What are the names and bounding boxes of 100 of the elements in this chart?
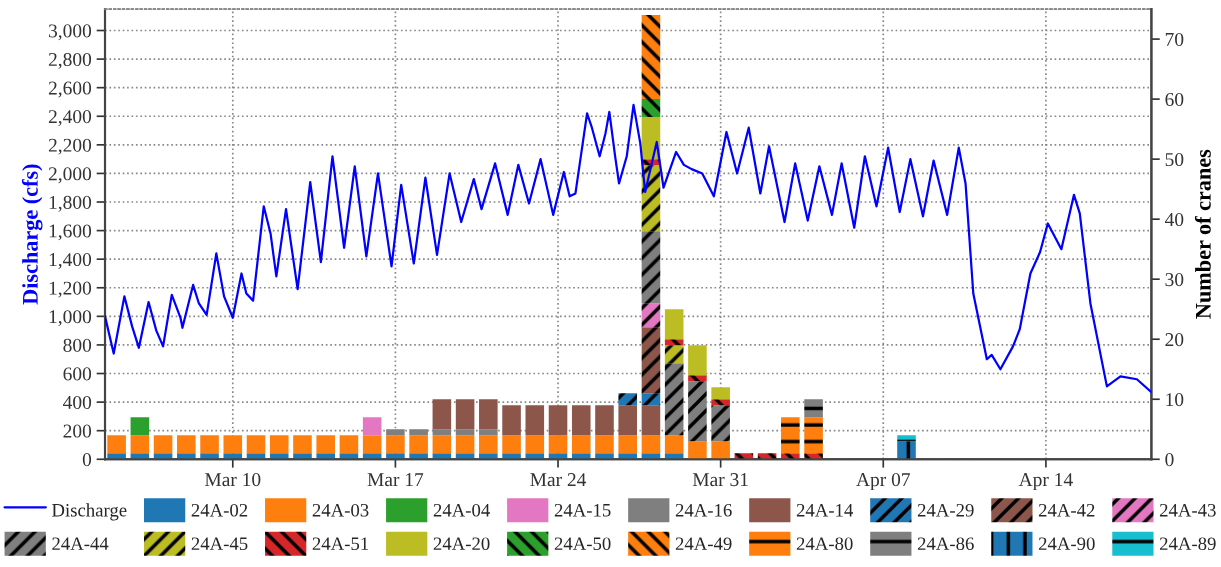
y2-tick-label: 40 [1164, 212, 1184, 227]
bar [409, 435, 428, 454]
bar [781, 417, 800, 454]
x-tick-label: Apr 14 [1018, 473, 1073, 491]
bar [548, 435, 568, 454]
y-tick-label: 2,800 [48, 52, 92, 69]
y-tick-label: 600 [63, 367, 92, 381]
bar [502, 435, 521, 454]
y2-axis-title: Number of cranes [1194, 149, 1211, 319]
legend-label: 24A-15 [554, 503, 611, 517]
legend-label: 24A-04 [433, 503, 490, 517]
y-tick-label: 0 [82, 453, 92, 467]
y2-tick-label: 60 [1165, 92, 1184, 107]
legend-label: 24A-43 [1159, 503, 1216, 517]
legend-label: 24A-50 [554, 537, 611, 551]
bar [641, 393, 661, 406]
legend-label: 24A-86 [917, 537, 974, 551]
x-tick-label: Mar 17 [367, 473, 424, 487]
bar [362, 417, 382, 436]
y-tick-label: 400 [63, 395, 92, 410]
bar [525, 435, 545, 454]
bar [711, 441, 730, 460]
legend-label: 24A-20 [433, 537, 490, 551]
bar [525, 405, 545, 436]
legend-label: 24A-89 [1159, 537, 1216, 551]
bar [502, 405, 521, 436]
bar [897, 435, 916, 442]
bar [664, 435, 684, 454]
bar [897, 441, 916, 460]
bar [688, 381, 707, 442]
legend-label: 24A-44 [52, 537, 109, 550]
bar [362, 435, 382, 454]
y2-tick-label: 70 [1165, 32, 1184, 47]
bar [688, 441, 707, 460]
y2-tick-label: 50 [1165, 152, 1184, 167]
y-tick-label: 2,200 [48, 138, 92, 155]
bar [688, 375, 707, 382]
bar [455, 399, 475, 430]
bar [618, 405, 638, 436]
bar [200, 435, 219, 454]
bar [316, 435, 335, 454]
bar [432, 399, 452, 430]
bar [641, 327, 661, 394]
y-tick-label: 800 [63, 338, 92, 352]
bar [130, 435, 150, 454]
y-tick-label: 1,000 [49, 310, 92, 327]
bar [595, 435, 614, 454]
bar [641, 99, 661, 118]
y-tick-label: 1,800 [49, 195, 92, 212]
legend-label: 24A-49 [675, 537, 732, 551]
bar [548, 405, 568, 436]
y-tick-label: 1,400 [49, 253, 92, 269]
bar [664, 339, 684, 346]
legend-label: 24A-51 [312, 537, 369, 551]
bar [432, 435, 452, 454]
y-tick-label: 2,000 [48, 167, 92, 184]
legend-label: 24A-42 [1038, 503, 1095, 517]
bar [246, 435, 266, 454]
bar [711, 399, 730, 406]
legend-label: 24A-14 [796, 503, 854, 517]
x-tick-label: Apr 07 [856, 473, 910, 491]
bar [664, 345, 684, 364]
bar [269, 435, 289, 454]
bar [571, 435, 591, 454]
bar [479, 399, 498, 430]
bar [107, 435, 126, 454]
bar [293, 435, 312, 454]
bar [479, 435, 498, 454]
bar [641, 405, 661, 436]
legend-label: 24A-16 [675, 503, 732, 517]
legend-label: 24A-90 [1038, 537, 1095, 551]
bar [618, 393, 638, 406]
bar [804, 417, 823, 454]
y-tick-label: 1,200 [49, 281, 92, 298]
bar [386, 435, 405, 454]
bar [641, 15, 661, 100]
y-axis-title: Discharge (cfs) [21, 164, 43, 305]
bar [688, 345, 707, 376]
bar [618, 435, 638, 454]
bar [153, 435, 173, 454]
y2-tick-label: 0 [1165, 453, 1174, 467]
legend-label: 24A-03 [312, 503, 369, 517]
bar [595, 405, 614, 436]
y-tick-label: 3,000 [48, 24, 92, 41]
y-tick-label: 2,400 [48, 110, 92, 126]
bar [711, 387, 730, 400]
x-tick-label: Mar 10 [204, 473, 261, 487]
bar [804, 399, 823, 418]
y-tick-label: 200 [63, 424, 92, 438]
x-tick-label: Mar 24 [530, 473, 587, 487]
bar [664, 363, 684, 436]
bar [664, 309, 684, 340]
legend-label: 24A-80 [796, 537, 853, 551]
bar [339, 435, 359, 454]
y2-tick-label: 30 [1165, 273, 1184, 287]
bar [641, 435, 661, 454]
bar [641, 231, 661, 304]
bar [177, 435, 196, 454]
legend-label: Discharge [51, 503, 127, 521]
legend-label: 24A-02 [191, 503, 248, 517]
